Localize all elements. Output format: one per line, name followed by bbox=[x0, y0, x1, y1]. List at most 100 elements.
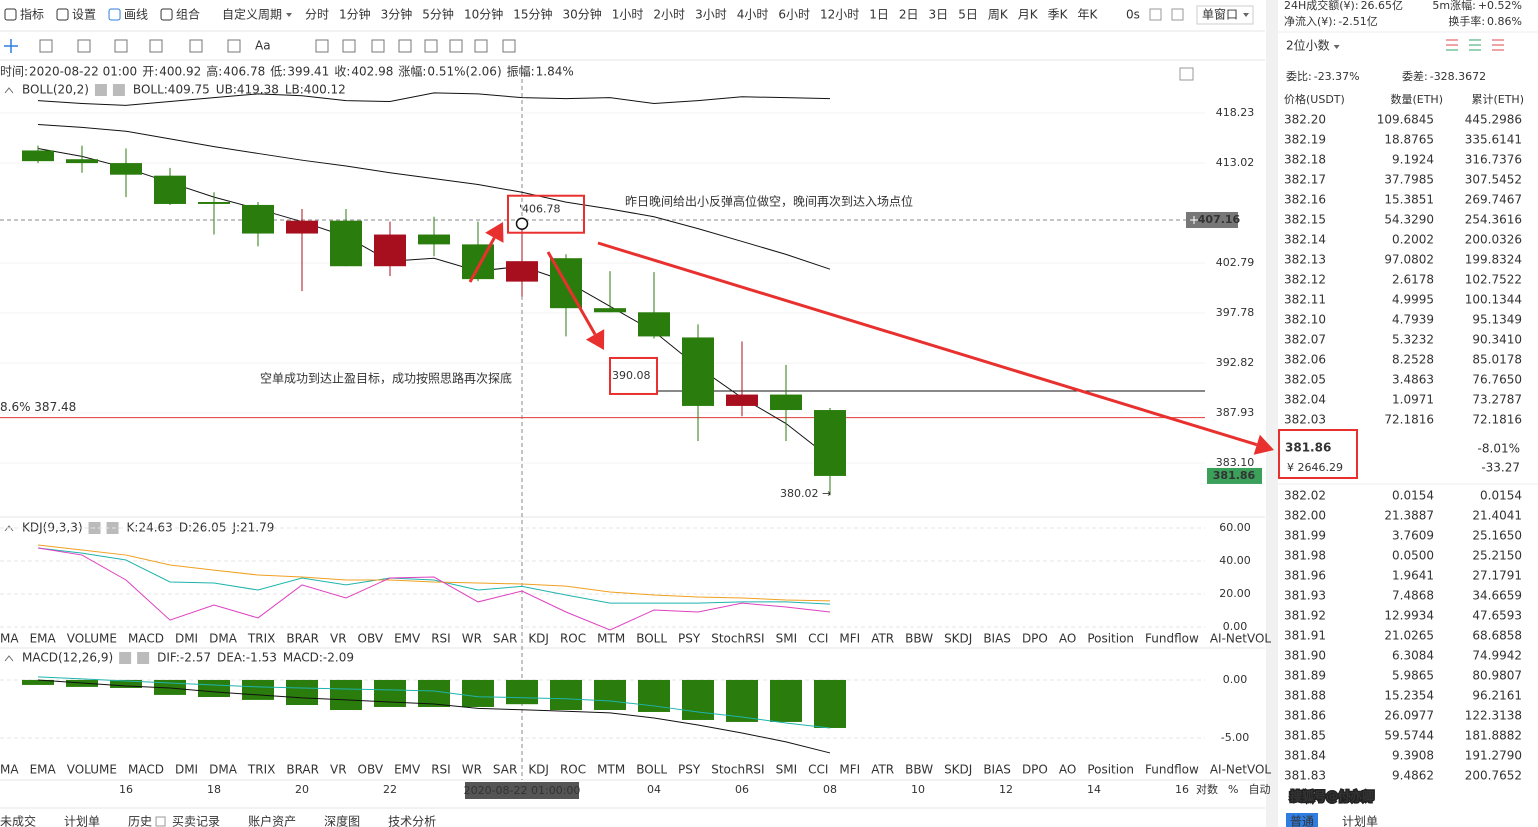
layout-icon[interactable] bbox=[1492, 39, 1504, 46]
indicator-tab[interactable]: BRAR bbox=[286, 632, 319, 646]
period-button[interactable]: 周K bbox=[988, 8, 1009, 22]
indicator-tab[interactable]: DPO bbox=[1022, 763, 1048, 777]
book-price[interactable]: 381.86 bbox=[1284, 709, 1326, 723]
indicator-tab[interactable]: DPO bbox=[1022, 632, 1048, 646]
bottom-tab[interactable]: 计划单 bbox=[64, 815, 100, 827]
layout-icon[interactable] bbox=[1469, 39, 1481, 46]
settings-icon[interactable] bbox=[119, 652, 132, 664]
book-price[interactable]: 382.16 bbox=[1284, 193, 1326, 207]
indicator-tab[interactable]: BRAR bbox=[286, 763, 319, 777]
indicator-tab[interactable]: BOLL bbox=[636, 763, 667, 777]
book-price[interactable]: 382.14 bbox=[1284, 233, 1326, 247]
text-tool[interactable]: Aa bbox=[255, 39, 271, 53]
indicator-tab[interactable]: CCI bbox=[808, 632, 828, 646]
draw-tool-icon[interactable] bbox=[227, 39, 241, 53]
indicator-tab[interactable]: BBW bbox=[905, 763, 933, 777]
book-price[interactable]: 381.85 bbox=[1284, 729, 1326, 743]
indicator-tab[interactable]: VOLUME bbox=[67, 632, 117, 646]
indicator-tab[interactable]: MTM bbox=[597, 763, 625, 777]
indicator-tab[interactable]: MA bbox=[0, 632, 19, 646]
period-button[interactable]: 3分钟 bbox=[381, 7, 413, 22]
book-price[interactable]: 381.91 bbox=[1284, 629, 1326, 643]
book-price[interactable]: 382.05 bbox=[1284, 373, 1326, 387]
indicator-tab[interactable]: BBW bbox=[905, 632, 933, 646]
bottom-tab[interactable]: 深度图 bbox=[324, 814, 360, 827]
tool-button[interactable]: 组合 bbox=[176, 7, 200, 22]
window-select[interactable] bbox=[1196, 5, 1254, 25]
indicator-tab[interactable]: ROC bbox=[560, 632, 586, 646]
book-price[interactable]: 381.98 bbox=[1284, 549, 1326, 563]
period-button[interactable]: 分时 bbox=[305, 8, 329, 22]
indicator-tab[interactable]: WR bbox=[462, 763, 482, 777]
indicator-tab[interactable]: DMA bbox=[209, 632, 238, 646]
close-icon[interactable] bbox=[112, 84, 125, 96]
indicator-tab[interactable]: MACD bbox=[128, 632, 164, 646]
book-price[interactable]: 382.11 bbox=[1284, 293, 1326, 307]
book-price[interactable]: 382.10 bbox=[1284, 313, 1326, 327]
indicator-tab[interactable]: BOLL bbox=[636, 632, 667, 646]
book-price[interactable]: 382.19 bbox=[1284, 133, 1326, 147]
indicator-tab[interactable]: OBV bbox=[358, 632, 384, 646]
indicator-tab[interactable]: AI-NetVOL bbox=[1210, 632, 1272, 646]
tool-button[interactable]: 设置 bbox=[72, 8, 96, 22]
indicator-tab[interactable]: TRIX bbox=[247, 763, 275, 777]
draw-tool-icon[interactable] bbox=[502, 39, 516, 53]
screenshot-icon[interactable] bbox=[1171, 8, 1184, 21]
indicator-tab[interactable]: BIAS bbox=[983, 632, 1011, 646]
indicator-tab[interactable]: StochRSI bbox=[711, 763, 764, 777]
period-button[interactable]: 10分钟 bbox=[464, 7, 503, 22]
indicator-tab[interactable]: CCI bbox=[808, 763, 828, 777]
expand-icon[interactable] bbox=[1179, 67, 1194, 81]
indicator-tab[interactable]: AO bbox=[1059, 763, 1076, 777]
indicator-tab[interactable]: VOLUME bbox=[67, 763, 117, 777]
indicator-tab[interactable]: TRIX bbox=[247, 632, 275, 646]
book-price[interactable]: 382.07 bbox=[1284, 333, 1326, 347]
indicator-tab[interactable]: Position bbox=[1087, 632, 1134, 646]
book-price[interactable]: 382.06 bbox=[1284, 353, 1326, 367]
book-price[interactable]: 382.04 bbox=[1284, 393, 1326, 407]
draw-tool-icon[interactable] bbox=[189, 39, 203, 53]
book-price[interactable]: 382.13 bbox=[1284, 253, 1326, 267]
indicator-tab[interactable]: MFI bbox=[839, 763, 860, 777]
indicator-tab[interactable]: SKDJ bbox=[944, 763, 972, 777]
book-price[interactable]: 382.15 bbox=[1284, 213, 1326, 227]
indicator-tab[interactable]: PSY bbox=[678, 763, 701, 777]
indicator-tab[interactable]: AI-NetVOL bbox=[1210, 763, 1272, 777]
indicator-tab[interactable]: EMV bbox=[394, 763, 421, 777]
draw-tool-icon[interactable] bbox=[77, 39, 91, 53]
indicator-tab[interactable]: StochRSI bbox=[711, 632, 764, 646]
book-price[interactable]: 381.88 bbox=[1284, 689, 1326, 703]
indicator-tab[interactable]: KDJ bbox=[528, 763, 549, 777]
draw-tool-icon[interactable] bbox=[424, 39, 438, 53]
book-price[interactable]: 382.17 bbox=[1284, 173, 1326, 187]
order-tab-active[interactable] bbox=[1286, 813, 1318, 827]
bottom-tab[interactable]: 历史 bbox=[128, 815, 152, 827]
bottom-tab[interactable]: 账户资产 bbox=[248, 814, 296, 827]
indicator-tab[interactable]: Position bbox=[1087, 763, 1134, 777]
draw-tool-icon[interactable] bbox=[449, 39, 463, 53]
period-button[interactable]: 12小时 bbox=[820, 8, 859, 22]
indicator-tab[interactable]: RSI bbox=[431, 632, 451, 646]
indicator-tab[interactable]: VR bbox=[330, 632, 347, 646]
fullscreen-icon[interactable] bbox=[1149, 8, 1162, 21]
period-menu[interactable]: 自定义周期 bbox=[222, 7, 282, 22]
indicator-tab[interactable]: AO bbox=[1059, 632, 1076, 646]
draw-tool-icon[interactable] bbox=[474, 39, 488, 53]
axis-button[interactable]: % bbox=[1228, 783, 1238, 796]
draw-tool-icon[interactable] bbox=[39, 39, 53, 53]
indicator-tab[interactable]: KDJ bbox=[528, 632, 549, 646]
book-price[interactable]: 382.18 bbox=[1284, 153, 1326, 167]
book-price[interactable]: 381.83 bbox=[1284, 769, 1326, 783]
book-price[interactable]: 382.03 bbox=[1284, 413, 1326, 427]
crosshair-icon[interactable] bbox=[4, 39, 18, 53]
draw-tool-icon[interactable] bbox=[398, 39, 412, 53]
book-price[interactable]: 382.20 bbox=[1284, 113, 1326, 127]
tool-button[interactable]: 画线 bbox=[124, 8, 148, 22]
draw-tool-icon[interactable] bbox=[114, 39, 128, 53]
indicator-tab[interactable]: MTM bbox=[597, 632, 625, 646]
indicator-tab[interactable]: ROC bbox=[560, 763, 586, 777]
period-button[interactable]: 6小时 bbox=[778, 8, 810, 22]
indicator-tab[interactable]: SKDJ bbox=[944, 632, 972, 646]
period-button[interactable]: 1日 bbox=[869, 8, 889, 22]
period-button[interactable]: 季K bbox=[1048, 8, 1069, 22]
